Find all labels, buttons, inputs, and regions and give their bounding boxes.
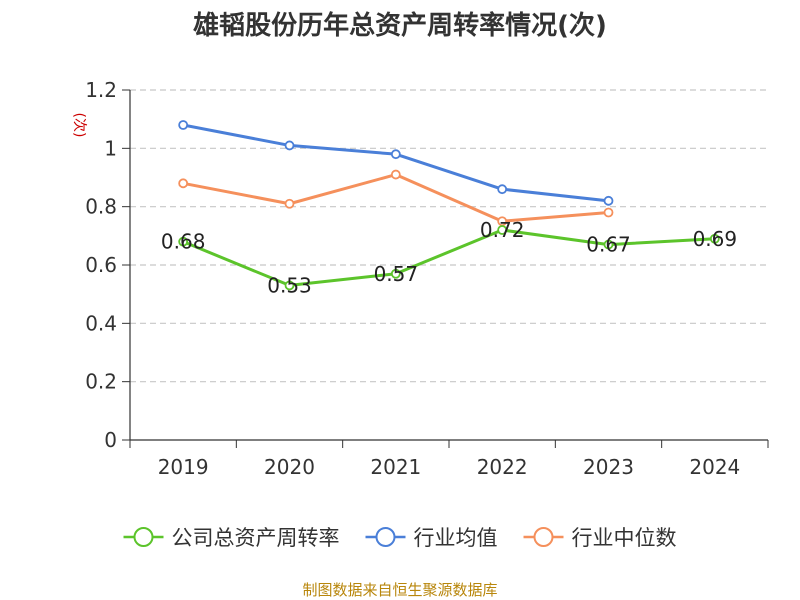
chart-title: 雄韬股份历年总资产周转率情况(次): [192, 10, 607, 41]
x-tick-label: 2020: [264, 455, 315, 479]
x-tick-label: 2019: [158, 455, 209, 479]
data-point: [284, 140, 295, 151]
y-tick-label: 0: [104, 428, 117, 452]
data-point: [603, 195, 614, 206]
data-point: [709, 233, 720, 244]
x-tick-label: 2023: [583, 455, 634, 479]
series-0: [178, 225, 720, 291]
legend-label: 公司总资产周转率: [172, 526, 340, 550]
data-label: 0.67: [586, 233, 631, 257]
series-line: [182, 173, 609, 223]
data-point: [603, 207, 614, 218]
data-label: 0.57: [374, 262, 419, 286]
data-point: [497, 184, 508, 195]
legend-item-0: 公司总资产周转率: [123, 526, 340, 550]
y-axis-label: (次): [71, 113, 87, 138]
grid: [130, 89, 768, 383]
x-tick-label: 2021: [370, 455, 421, 479]
axes: 0 0.2 0.4 0.6 0.8 1 1.2 2019 2020 2021 2022 2023 202…: [85, 78, 769, 479]
y-tick-label: 0.6: [85, 253, 117, 277]
legend-item-1: 行业均值: [365, 526, 498, 550]
legend-marker-circle: [133, 527, 154, 547]
data-point: [178, 236, 189, 247]
legend-marker-circle: [375, 527, 396, 547]
data-point: [497, 225, 508, 235]
series-2: [178, 169, 614, 227]
data-label: 0.72: [480, 218, 525, 242]
x-tick-label: 2022: [477, 455, 528, 479]
data-point: [178, 120, 189, 130]
data-label: 0.68: [161, 230, 206, 254]
y-tick-label: 1: [104, 136, 117, 160]
x-tick-label: 2024: [689, 455, 740, 479]
data-point: [178, 178, 189, 189]
data-point: [390, 149, 401, 160]
legend-item-2: 行业中位数: [523, 526, 677, 550]
series-line: [182, 228, 715, 287]
y-tick-label: 0.4: [85, 311, 117, 335]
series-layer: [178, 120, 720, 291]
legend-label: 行业均值: [414, 526, 498, 550]
data-point: [284, 280, 295, 291]
data-point: [390, 268, 401, 279]
source-note: 制图数据来自恒生聚源数据库: [302, 581, 497, 599]
data-point: [390, 169, 401, 180]
data-label: 0.53: [267, 273, 312, 297]
legend-marker-circle: [533, 527, 554, 547]
y-tick-label: 1.2: [85, 78, 117, 102]
series-1: [178, 120, 614, 206]
y-tick-label: 0.8: [85, 195, 117, 219]
y-tick-label: 0.2: [85, 370, 117, 394]
data-point: [603, 239, 614, 250]
data-labels: 0.68 0.53 0.57 0.72 0.67 0.69: [161, 218, 737, 297]
legend-label: 行业中位数: [572, 526, 677, 550]
data-label: 0.69: [693, 227, 738, 251]
series-line: [182, 123, 609, 203]
legend: 公司总资产周转率 行业均值 行业中位数: [123, 526, 677, 550]
data-point: [284, 198, 295, 209]
